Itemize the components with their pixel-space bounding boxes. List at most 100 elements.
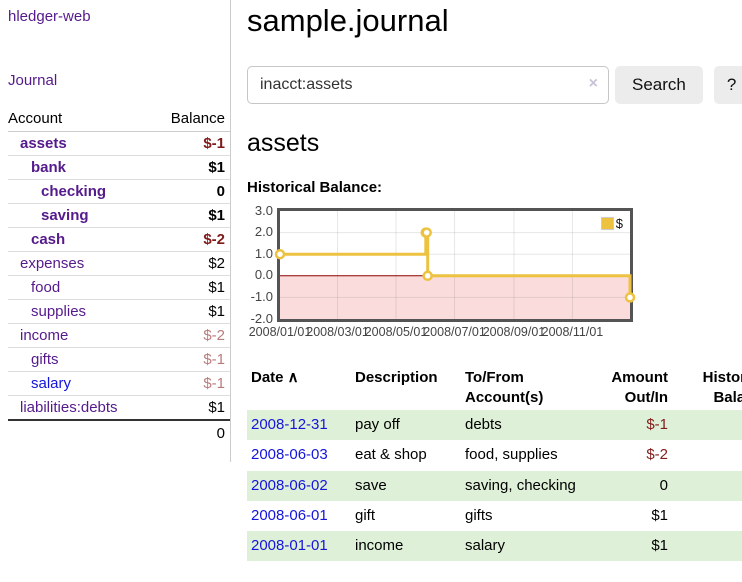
transaction-date-cell: 2008-06-01: [247, 501, 351, 531]
data-point: [421, 226, 432, 238]
y-axis-tick-label: 2.0: [254, 224, 273, 240]
search-box: ×: [247, 65, 609, 104]
register-header-text: Account(s): [465, 388, 544, 406]
y-axis-tick-label: -1.0: [250, 289, 273, 305]
account-link[interactable]: saving: [41, 207, 89, 224]
account-row: liabilities:debts $1: [8, 395, 230, 420]
account-balance: $-1: [203, 135, 225, 152]
accounts-total-row: 0: [8, 419, 230, 446]
account-link[interactable]: supplies: [31, 303, 87, 320]
x-axis-tick-label: 2008/09/01: [482, 324, 546, 339]
account-cell: checking: [8, 179, 155, 204]
accounts-total-spacer: [8, 419, 155, 446]
search-button[interactable]: Search: [615, 65, 703, 104]
transaction-amount: $1: [651, 537, 668, 555]
help-button[interactable]: ?: [713, 65, 742, 104]
account-cell: saving: [8, 203, 155, 228]
account-link[interactable]: bank: [31, 159, 67, 176]
account-link[interactable]: assets: [20, 135, 67, 152]
transaction-row: 2008-12-31 pay off debts $-1$-1: [247, 410, 742, 441]
account-balance: $1: [154, 395, 230, 420]
account-row: saving $1: [8, 203, 230, 228]
account-row: supplies $1: [8, 299, 230, 324]
account-cell: salary: [8, 371, 155, 396]
chart-canvas: [274, 210, 636, 319]
chart-title: Historical Balance:: [247, 178, 383, 196]
register-header-date[interactable]: Date ∧: [247, 366, 351, 411]
transaction-date-link[interactable]: 2008-06-02: [251, 476, 328, 494]
balance-chart: $ 3.0 2.0 1.0 0.0 -1.0 -2.0 2008/01/01 2008/03/…: [247, 202, 742, 345]
account-link[interactable]: gifts: [31, 351, 59, 368]
transaction-date-link[interactable]: 2008-12-31: [251, 416, 328, 434]
account-cell: cash: [8, 227, 155, 252]
account-balance: $1: [154, 275, 230, 300]
register-header-text: Historical: [702, 368, 742, 386]
transaction-date-link[interactable]: 2008-06-01: [251, 506, 328, 524]
page-title: sample.journal: [247, 3, 449, 38]
account-balance: $2: [154, 251, 230, 276]
account-row: cash $-2: [8, 227, 230, 252]
account-link[interactable]: expenses: [20, 255, 85, 272]
account-link[interactable]: liabilities:debts: [20, 399, 118, 416]
account-balance: $-1: [154, 371, 230, 396]
accounts-header-row: Account Balance: [8, 108, 230, 132]
register-header-row: Date ∧ Description To/From Account(s) Amount…: [247, 366, 742, 411]
register-header-text: To/From: [465, 368, 524, 386]
sidebar-item-journal[interactable]: Journal: [8, 72, 58, 89]
x-axis-tick-label: 2008/03/01: [306, 324, 369, 339]
sort-ascending-icon: ∧: [283, 368, 299, 386]
account-row: checking 0: [8, 179, 230, 204]
transaction-date-cell: 2008-12-31: [247, 410, 351, 440]
register-header-text: Description: [355, 368, 438, 386]
accounts-total-value: 0: [154, 419, 230, 446]
transaction-date-link[interactable]: 2008-06-03: [251, 446, 328, 464]
y-axis-tick-label: -2.0: [250, 310, 273, 326]
register-header-text: Balance: [713, 388, 742, 406]
register-header-text: Out/In: [624, 388, 668, 406]
account-balance: $1: [154, 299, 230, 324]
account-cell: supplies: [8, 299, 155, 324]
negative-region: [280, 275, 630, 319]
account-link[interactable]: income: [20, 327, 69, 344]
x-axis-tick-label: 2008/05/01: [364, 324, 428, 339]
transaction-balance: $-1: [672, 410, 742, 440]
x-axis-tick-label: 2008/01/01: [248, 324, 312, 339]
account-row: income $-2: [8, 323, 230, 348]
account-link[interactable]: food: [31, 279, 61, 296]
transaction-amount: 0: [659, 476, 668, 494]
transaction-date-cell: 2008-01-01: [247, 531, 351, 561]
sidebar: hledger-web Journal Account Balance asse…: [0, 0, 231, 561]
y-axis-tick-label: 1.0: [254, 245, 273, 261]
account-cell: expenses: [8, 251, 155, 276]
transaction-balance: 0: [672, 440, 742, 470]
account-row: food $1: [8, 275, 230, 300]
transaction-description: income: [355, 537, 404, 555]
clear-search-icon[interactable]: ×: [588, 74, 598, 92]
account-balance: 0: [154, 179, 230, 204]
account-heading: assets: [247, 128, 320, 157]
register-header-historical: Historical Balance: [672, 366, 742, 411]
transaction-row: 2008-06-01 gift gifts $1$2: [247, 501, 742, 531]
account-balance: $1: [154, 155, 230, 180]
y-axis-tick-label: 3.0: [254, 202, 273, 218]
transaction-accounts: food, supplies: [465, 446, 558, 464]
app-title-link[interactable]: hledger-web: [8, 8, 91, 25]
page: hledger-web Journal Account Balance asse…: [0, 0, 742, 562]
register-header-text: Amount: [611, 368, 668, 386]
account-cell: income: [8, 323, 155, 348]
transaction-date-link[interactable]: 2008-01-01: [251, 537, 328, 555]
account-balance: $-1: [154, 347, 230, 372]
account-link[interactable]: checking: [41, 183, 107, 200]
search-row: × Search ?: [247, 65, 742, 104]
account-link[interactable]: salary: [31, 375, 72, 392]
search-input[interactable]: [247, 65, 609, 104]
account-cell: liabilities:debts: [8, 395, 155, 420]
register-header-tofrom: To/From Account(s): [461, 366, 587, 411]
account-cell: gifts: [8, 347, 155, 372]
account-link[interactable]: cash: [31, 231, 66, 248]
sidebar-inner: hledger-web Journal Account Balance asse…: [0, 0, 231, 462]
accounts-header-balance: Balance: [154, 108, 230, 132]
register-header-amount: Amount Out/In: [587, 366, 672, 411]
register-header-text: Date: [251, 368, 284, 386]
legend-label: $: [615, 215, 623, 231]
